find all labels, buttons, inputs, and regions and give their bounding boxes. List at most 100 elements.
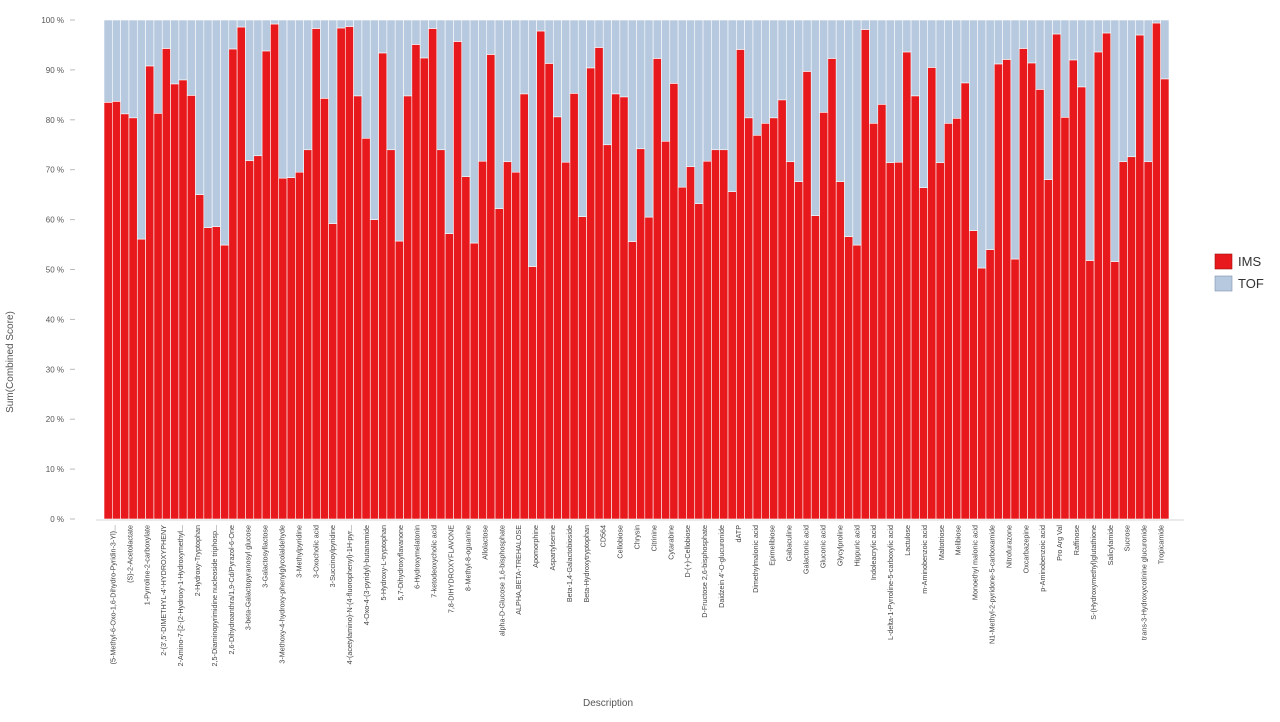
bar-ims: [960, 82, 970, 520]
bar-ims: [320, 98, 329, 520]
bar-ims: [719, 149, 729, 520]
bar-ims: [453, 41, 463, 520]
bar-tof: [835, 19, 845, 182]
bar-ims: [1018, 48, 1028, 520]
bar-ims: [136, 238, 146, 520]
bar-ims: [494, 208, 504, 520]
x-tick-label: Allolactose: [480, 525, 489, 560]
x-tick-label: 5-Hydroxy-L-tryptophan: [379, 525, 388, 601]
x-tick-label: Beta-Hydroxytryptophan: [582, 525, 591, 603]
x-tick-label: 1-Pyrroline-2-carboxylate: [142, 525, 151, 605]
bar-ims: [461, 176, 471, 520]
bar-tof: [103, 19, 113, 103]
x-tick-label: 4-Oxo-4-(3-pyridyl)-butanamide: [362, 525, 371, 625]
bar-ims: [835, 181, 845, 520]
bar-tof: [885, 19, 895, 164]
bar-tof: [785, 19, 795, 163]
bar-ims: [278, 177, 288, 520]
bar-ims: [594, 47, 604, 520]
bar-tof: [586, 19, 596, 69]
bar-tof: [178, 19, 188, 81]
bar-tof: [519, 19, 529, 95]
x-tick-label: Cellobiose: [616, 525, 625, 559]
bar-tof: [802, 19, 812, 72]
bar-tof: [145, 19, 155, 67]
bar-ims: [1052, 33, 1062, 520]
bar-tof: [320, 19, 329, 99]
bar-tof: [977, 19, 987, 269]
bar-tof: [944, 19, 953, 124]
y-tick-label: 90 %: [46, 66, 64, 75]
bar-tof: [760, 19, 770, 124]
x-tick-label: Gabaculine: [785, 525, 794, 561]
bar-ims: [819, 112, 829, 520]
x-tick-label: Lactulose: [903, 525, 912, 556]
x-tick-label: 7-ketodeoxycholic acid: [430, 525, 439, 598]
bar-tof: [303, 19, 313, 151]
bar-ims: [286, 177, 296, 520]
bar-tof: [469, 19, 479, 244]
bar-tof: [186, 19, 196, 96]
bar-tof: [902, 19, 912, 53]
bar-tof: [644, 19, 654, 218]
bar-ims: [661, 140, 671, 520]
x-tick-label: Beta-1,4-Galactobioside: [565, 525, 574, 602]
bar-ims: [1093, 51, 1103, 520]
bar-ims: [403, 95, 413, 520]
bar-tof: [794, 19, 804, 182]
bar-ims: [428, 28, 438, 520]
bar-ims: [1035, 89, 1045, 520]
bar-tof: [411, 19, 421, 45]
bar-tof: [378, 19, 388, 54]
bar-ims: [511, 171, 521, 520]
bar-ims: [910, 95, 920, 520]
x-tick-label: 3-Galactosyllactose: [261, 525, 270, 588]
bar-tof: [1052, 19, 1062, 35]
bar-tof: [1060, 19, 1070, 118]
bar-tof: [1118, 19, 1128, 163]
bars-group: [103, 19, 1170, 520]
bar-tof: [444, 19, 454, 234]
bar-ims: [877, 104, 887, 520]
x-tick-label: 3-Oxocholic acid: [311, 525, 320, 578]
x-axis-title: Description: [583, 698, 633, 709]
bar-tof: [478, 19, 488, 162]
bar-tof: [985, 19, 995, 250]
bar-tof: [702, 19, 712, 162]
y-tick-label: 50 %: [46, 266, 64, 275]
bar-ims: [810, 215, 820, 520]
bar-ims: [760, 122, 770, 520]
bar-tof: [686, 19, 696, 168]
bar-ims: [985, 249, 995, 520]
bar-tof: [1102, 19, 1112, 34]
bar-ims: [1110, 261, 1120, 520]
x-tick-label: Maltotriose: [937, 525, 946, 560]
bar-tof: [1027, 19, 1037, 64]
bar-tof: [170, 19, 180, 85]
x-tick-label: D-Fructose 2,6-bisphosphate: [700, 525, 709, 618]
bar-ims: [1002, 59, 1012, 520]
bar-tof: [1010, 19, 1020, 260]
bar-tof: [602, 19, 612, 146]
bar-ims: [711, 149, 721, 520]
bar-ims: [1135, 34, 1145, 520]
bar-ims: [295, 171, 304, 520]
x-tick-label: 2,6-Dihydroanthra/1,9-Cd/Pyrazol-6-One: [227, 525, 236, 654]
bar-ims: [785, 161, 795, 520]
x-axis: (5-Methyl-6-Oxo-1,6-Dihydro-Pyridin-3-Yl…: [108, 525, 1165, 667]
bar-ims: [652, 58, 662, 520]
bar-ims: [528, 266, 537, 520]
bar-tof: [386, 19, 396, 151]
bar-tof: [344, 19, 354, 27]
bar-tof: [353, 19, 363, 97]
x-tick-label: Melibiose: [954, 525, 963, 555]
bar-ims: [469, 242, 479, 520]
y-tick-label: 0 %: [50, 515, 64, 524]
x-tick-label: Chrysin: [633, 525, 642, 549]
bar-ims: [519, 93, 529, 520]
bar-ims: [611, 93, 621, 520]
bar-ims: [1077, 86, 1087, 520]
bar-ims: [328, 223, 338, 520]
bar-tof: [1002, 19, 1012, 60]
bar-tof: [860, 19, 870, 30]
